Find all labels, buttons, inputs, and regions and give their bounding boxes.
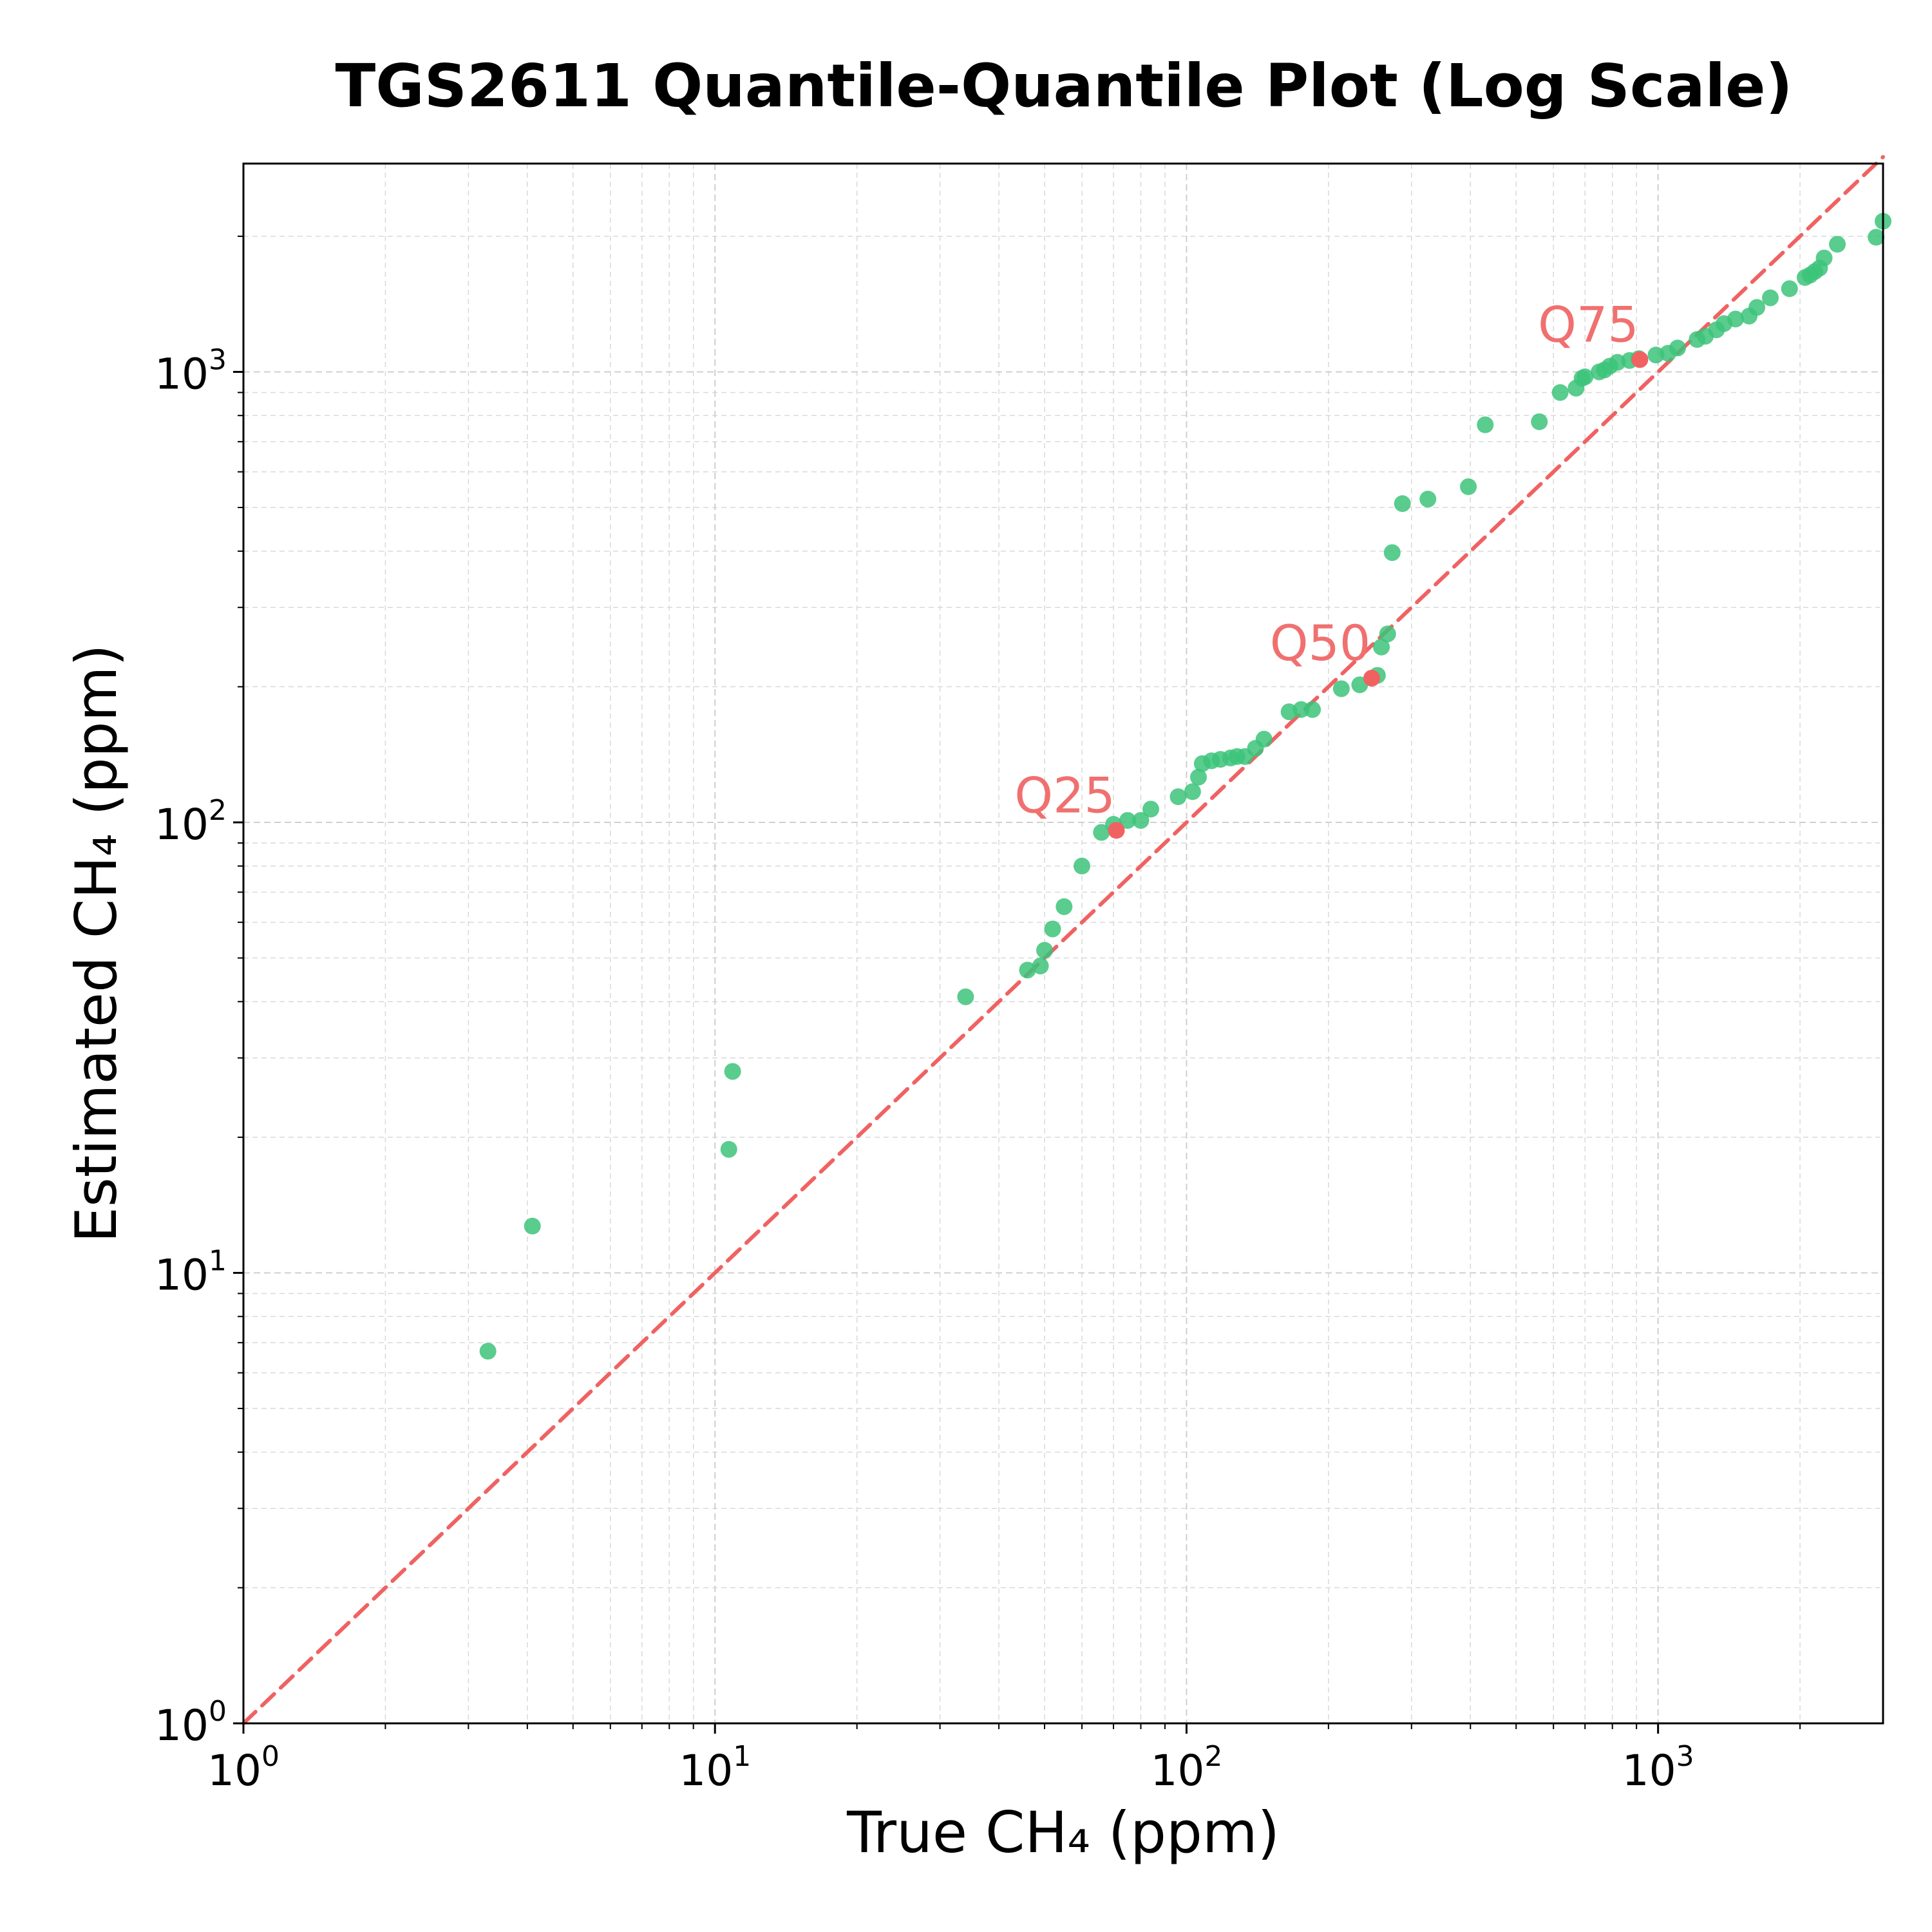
quantile-label: Q25: [1014, 766, 1115, 824]
x-axis-ticks: 100 101 102 103: [207, 1723, 1801, 1795]
data-point: [524, 1217, 541, 1235]
reference-line-group: [242, 155, 1885, 1725]
x-tick-label: 100: [207, 1740, 279, 1795]
data-point: [1531, 413, 1548, 430]
y-axis-ticks: 100 101 102 103: [155, 235, 243, 1750]
data-point: [1577, 368, 1594, 386]
data-point: [1460, 478, 1477, 495]
x-axis-label: True CH₄ (ppm): [846, 1799, 1280, 1866]
plot-frame: [242, 162, 1884, 1725]
data-point: [1394, 495, 1411, 513]
data-point: [1761, 289, 1779, 307]
data-point: [1551, 384, 1569, 401]
quantile-marker: [1108, 822, 1125, 839]
data-point: [720, 1141, 737, 1158]
reference-line: [242, 155, 1885, 1725]
y-tick-label: 101: [155, 1244, 227, 1300]
data-point: [1669, 339, 1686, 357]
data-point: [1142, 800, 1159, 818]
data-point: [957, 988, 974, 1005]
chart-title: TGS2611 Quantile-Quantile Plot (Log Scal…: [335, 52, 1792, 120]
data-point: [1332, 680, 1350, 697]
quantile-label: Q50: [1270, 614, 1371, 672]
data-point: [479, 1343, 497, 1360]
x-tick-label: 103: [1622, 1740, 1694, 1795]
data-point: [1132, 811, 1150, 829]
y-tick-label: 100: [155, 1695, 227, 1750]
data-point: [1383, 544, 1401, 562]
data-point: [1032, 957, 1049, 974]
data-point: [1073, 857, 1090, 875]
y-tick-label: 102: [155, 794, 227, 849]
y-tick-label: 103: [155, 343, 227, 399]
data-point: [1477, 416, 1494, 433]
quantile-marker: [1363, 670, 1380, 687]
data-point: [1781, 280, 1798, 298]
data-point: [1255, 730, 1273, 748]
data-point: [1056, 898, 1073, 915]
data-point: [724, 1063, 741, 1080]
x-tick-label: 102: [1150, 1740, 1222, 1795]
data-point: [1727, 310, 1744, 328]
data-point: [1036, 942, 1054, 959]
minor-grid: [243, 164, 1883, 1723]
x-tick-label: 101: [679, 1740, 751, 1795]
data-point: [1868, 229, 1885, 246]
data-point: [1189, 768, 1207, 786]
data-point: [1170, 788, 1187, 806]
data-point: [1748, 299, 1766, 316]
data-point: [1373, 638, 1390, 656]
y-axis-label: Estimated CH₄ (ppm): [63, 644, 129, 1243]
data-point: [1419, 490, 1437, 507]
quantile-marker: [1631, 351, 1649, 368]
data-point: [1119, 811, 1136, 829]
quantile-label: Q75: [1538, 296, 1639, 353]
quantile-markers: Q25 Q50 Q75: [1014, 296, 1649, 839]
data-point: [1184, 783, 1201, 800]
data-point: [1304, 701, 1321, 718]
data-point: [1044, 920, 1061, 938]
data-point: [1093, 824, 1110, 841]
data-point: [1019, 961, 1036, 979]
data-point: [1815, 249, 1833, 267]
data-point: [1829, 236, 1846, 253]
data-point: [1379, 625, 1396, 643]
